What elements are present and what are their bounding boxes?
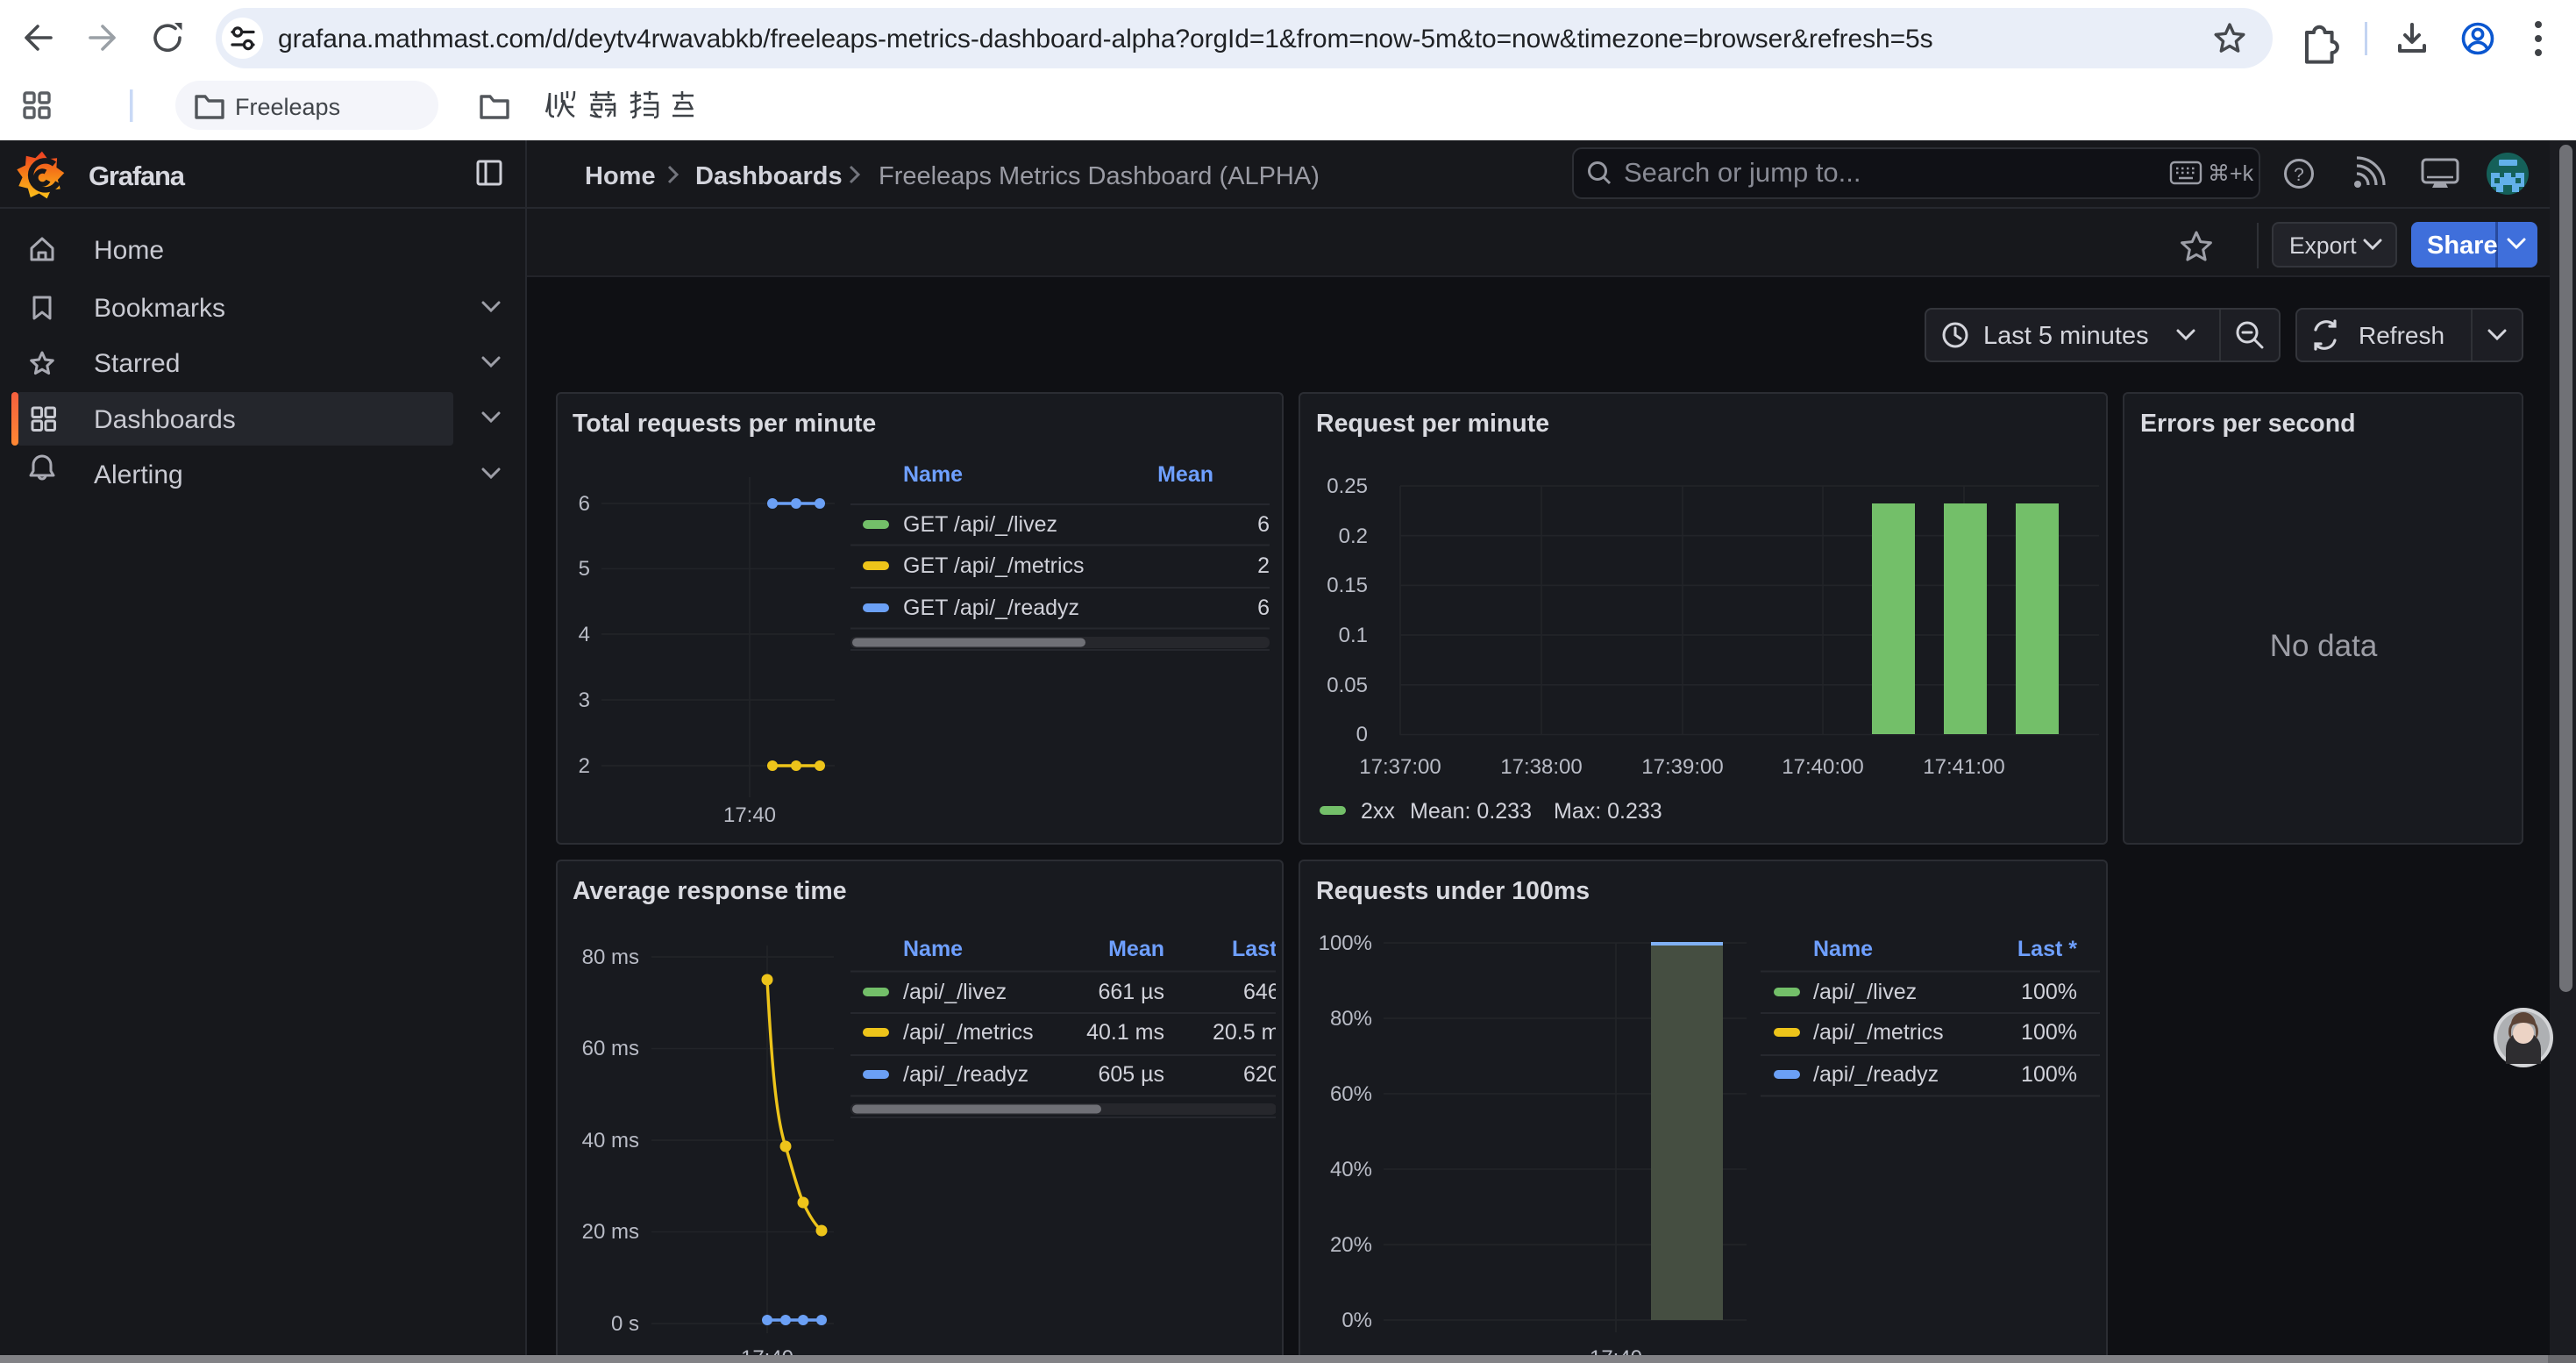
svg-text:2: 2 xyxy=(579,754,590,778)
svg-text:Mean: 0.233: Mean: 0.233 xyxy=(1410,799,1532,824)
svg-text:0: 0 xyxy=(1356,723,1368,746)
svg-text:40%: 40% xyxy=(1330,1158,1372,1181)
svg-text:60%: 60% xyxy=(1330,1082,1372,1106)
svg-text:2: 2 xyxy=(1257,553,1270,578)
svg-text:20%: 20% xyxy=(1330,1233,1372,1257)
svg-text:/api/_/readyz: /api/_/readyz xyxy=(1813,1062,1939,1087)
svg-text:6: 6 xyxy=(1257,512,1270,537)
svg-text:100%: 100% xyxy=(1319,931,1372,955)
svg-text:100%: 100% xyxy=(2021,1062,2077,1087)
svg-text:646 µs: 646 µs xyxy=(1243,980,1310,1004)
svg-text:No data: No data xyxy=(2270,629,2378,663)
svg-text:Freeleaps: Freeleaps xyxy=(235,94,340,120)
svg-text:40 ms: 40 ms xyxy=(582,1129,639,1152)
svg-text:Name: Name xyxy=(1813,937,1873,961)
svg-text:Starred: Starred xyxy=(94,349,180,378)
svg-text:0.1: 0.1 xyxy=(1339,624,1368,647)
svg-text:17:40:00: 17:40:00 xyxy=(1782,755,1863,779)
svg-text:Bookmarks: Bookmarks xyxy=(94,294,225,323)
svg-text:2xx: 2xx xyxy=(1361,799,1395,824)
svg-text:GET /api/_/livez: GET /api/_/livez xyxy=(903,512,1057,537)
svg-text:0 s: 0 s xyxy=(611,1312,639,1336)
svg-text:GET /api/_/readyz: GET /api/_/readyz xyxy=(903,596,1079,620)
svg-text:Requests under 100ms: Requests under 100ms xyxy=(1316,877,1590,905)
svg-text:80 ms: 80 ms xyxy=(582,946,639,969)
svg-text:Home: Home xyxy=(585,162,656,190)
svg-text:17:38:00: 17:38:00 xyxy=(1500,755,1582,779)
svg-text:Mean: Mean xyxy=(1157,462,1213,487)
svg-text:0%: 0% xyxy=(1341,1309,1372,1332)
svg-text:Dashboards: Dashboards xyxy=(695,162,843,190)
svg-text:5: 5 xyxy=(579,557,590,581)
svg-text:Export: Export xyxy=(2289,232,2357,259)
svg-text:100%: 100% xyxy=(2021,1020,2077,1045)
svg-text:17:41:00: 17:41:00 xyxy=(1923,755,2004,779)
svg-text:Refresh: Refresh xyxy=(2359,322,2444,349)
svg-text:/api/_/readyz: /api/_/readyz xyxy=(903,1062,1028,1087)
svg-text:40.1 ms: 40.1 ms xyxy=(1086,1020,1164,1045)
svg-text:80%: 80% xyxy=(1330,1007,1372,1031)
svg-text:Dashboards: Dashboards xyxy=(94,405,236,434)
svg-text:20 ms: 20 ms xyxy=(582,1220,639,1244)
svg-text:4: 4 xyxy=(579,623,590,646)
svg-text:620 µs: 620 µs xyxy=(1243,1062,1310,1087)
svg-text:3: 3 xyxy=(579,689,590,712)
svg-text:100%: 100% xyxy=(2021,980,2077,1004)
svg-text:661 µs: 661 µs xyxy=(1098,980,1164,1004)
svg-text:17:39:00: 17:39:00 xyxy=(1641,755,1723,779)
svg-text:Last 5 minutes: Last 5 minutes xyxy=(1983,322,2149,350)
svg-text:grafana.mathmast.com/d/deytv4r: grafana.mathmast.com/d/deytv4rwavabkb/fr… xyxy=(278,25,1933,54)
svg-text:Average response time: Average response time xyxy=(573,877,847,905)
svg-text:6: 6 xyxy=(579,492,590,516)
svg-text:Last *: Last * xyxy=(2017,937,2077,961)
svg-text:0.2: 0.2 xyxy=(1339,525,1368,548)
svg-text:Freeleaps Metrics Dashboard (A: Freeleaps Metrics Dashboard (ALPHA) xyxy=(879,162,1320,190)
svg-text:/api/_/livez: /api/_/livez xyxy=(1813,980,1917,1004)
svg-text:20.5 ms: 20.5 ms xyxy=(1213,1020,1291,1045)
svg-text:GET /api/_/metrics: GET /api/_/metrics xyxy=(903,553,1085,578)
svg-text:⌘+k: ⌘+k xyxy=(2208,161,2254,186)
svg-text:/api/_/metrics: /api/_/metrics xyxy=(1813,1020,1944,1045)
svg-text:Request per minute: Request per minute xyxy=(1316,410,1549,438)
svg-text:Errors per second: Errors per second xyxy=(2140,410,2356,438)
svg-text:Last *: Last * xyxy=(1232,937,1292,961)
svg-text:0.15: 0.15 xyxy=(1327,574,1368,597)
svg-text:Mean: Mean xyxy=(1108,937,1164,961)
svg-text:17:37:00: 17:37:00 xyxy=(1359,755,1441,779)
svg-text:Share: Share xyxy=(2427,232,2498,260)
svg-text:Home: Home xyxy=(94,236,164,265)
svg-text:17:40: 17:40 xyxy=(723,803,776,827)
svg-text:Search or jump to...: Search or jump to... xyxy=(1624,157,1861,188)
svg-text:Name: Name xyxy=(903,462,963,487)
svg-text:Name: Name xyxy=(903,937,963,961)
svg-text:0.25: 0.25 xyxy=(1327,475,1368,498)
svg-text:Grafana: Grafana xyxy=(89,161,186,191)
svg-text:/api/_/metrics: /api/_/metrics xyxy=(903,1020,1034,1045)
svg-text:Max: 0.233: Max: 0.233 xyxy=(1554,799,1662,824)
svg-text:/api/_/livez: /api/_/livez xyxy=(903,980,1007,1004)
svg-text:6: 6 xyxy=(1257,596,1270,620)
svg-text:Total requests per minute: Total requests per minute xyxy=(573,410,876,438)
svg-text:Alerting: Alerting xyxy=(94,460,183,489)
svg-text:605 µs: 605 µs xyxy=(1098,1062,1164,1087)
svg-text:60 ms: 60 ms xyxy=(582,1037,639,1060)
svg-text:?: ? xyxy=(2294,165,2304,185)
svg-text:0.05: 0.05 xyxy=(1327,674,1368,697)
